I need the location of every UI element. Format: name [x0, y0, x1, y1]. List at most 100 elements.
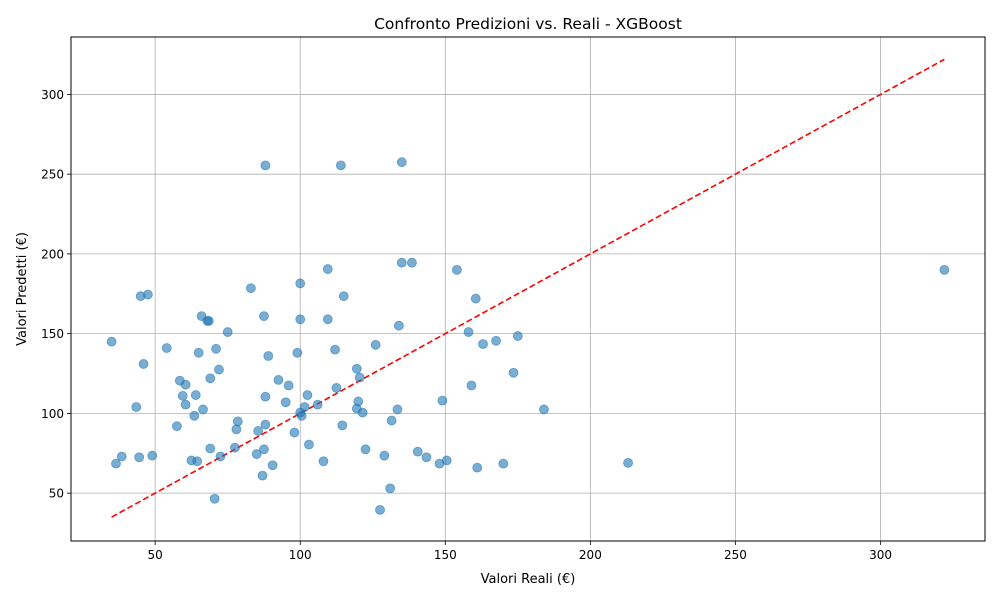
- data-point: [172, 421, 182, 432]
- data-point: [337, 420, 348, 431]
- data-point: [393, 320, 404, 331]
- data-point: [296, 410, 307, 421]
- data-point: [280, 397, 291, 408]
- data-point: [267, 460, 278, 471]
- data-point: [472, 462, 483, 473]
- data-point: [318, 456, 329, 467]
- data-point: [222, 327, 233, 337]
- data-point: [939, 264, 950, 275]
- data-point: [396, 157, 407, 168]
- x-tick-label: 100: [289, 548, 312, 562]
- data-point: [299, 402, 310, 412]
- plot-frame: [70, 36, 986, 542]
- data-point: [138, 359, 149, 369]
- data-point: [498, 458, 509, 469]
- data-point: [385, 483, 396, 494]
- data-point: [407, 257, 417, 268]
- x-axis-label: Valori Reali (€): [481, 572, 576, 587]
- data-point: [203, 315, 214, 326]
- data-point: [245, 283, 256, 294]
- data-point: [283, 380, 294, 391]
- data-point: [106, 336, 117, 347]
- data-point: [111, 458, 121, 469]
- data-point: [478, 339, 488, 349]
- x-tick-label: 200: [579, 548, 602, 562]
- data-point: [231, 424, 242, 435]
- data-point: [260, 160, 271, 171]
- data-point: [396, 257, 407, 268]
- data-point: [379, 450, 390, 461]
- data-point: [215, 451, 226, 462]
- y-tick-label: 150: [41, 327, 64, 341]
- data-point: [257, 470, 268, 481]
- data-point: [421, 452, 432, 463]
- data-point: [351, 363, 362, 374]
- data-point: [441, 455, 452, 466]
- y-tick-label: 300: [41, 88, 64, 102]
- chart-title: Confronto Predizioni vs. Reali - XGBoost: [374, 15, 682, 33]
- data-point: [491, 335, 501, 346]
- data-point: [253, 426, 264, 436]
- data-point: [370, 339, 381, 350]
- data-point: [623, 457, 634, 468]
- y-tick-label: 250: [41, 168, 64, 182]
- data-point: [198, 404, 208, 415]
- data-point: [392, 404, 403, 415]
- x-tick-label: 150: [434, 548, 457, 562]
- data-point: [338, 291, 349, 302]
- data-point: [353, 396, 364, 407]
- y-tick-label: 200: [41, 247, 64, 261]
- data-point: [192, 456, 203, 467]
- data-point: [180, 379, 191, 390]
- reference-line: [111, 58, 945, 518]
- data-point: [180, 399, 191, 410]
- y-axis-ticks: 50 100 150 200 250 300: [41, 88, 71, 501]
- data-point: [161, 343, 172, 353]
- data-point: [177, 390, 188, 401]
- data-point: [260, 419, 271, 430]
- x-tick-label: 250: [724, 548, 747, 562]
- data-point: [412, 446, 423, 457]
- data-point: [131, 402, 142, 412]
- data-point: [312, 399, 323, 410]
- data-point: [193, 347, 204, 358]
- data-point: [292, 347, 303, 358]
- data-point: [470, 293, 481, 304]
- data-point: [452, 264, 462, 275]
- data-point: [259, 311, 269, 322]
- data-point: [357, 407, 368, 418]
- data-point: [375, 504, 385, 515]
- data-point: [322, 314, 333, 325]
- data-point: [142, 289, 153, 300]
- data-points: [106, 157, 950, 515]
- data-point: [335, 160, 346, 171]
- data-point: [273, 375, 284, 385]
- data-point: [463, 327, 474, 337]
- reference-line-group: [111, 58, 945, 518]
- data-point: [295, 278, 306, 289]
- data-point: [214, 364, 224, 375]
- data-point: [116, 451, 127, 462]
- data-point: [189, 410, 200, 421]
- data-point: [330, 344, 340, 355]
- data-point: [539, 404, 549, 415]
- data-point: [331, 382, 342, 393]
- data-point: [232, 416, 243, 427]
- data-point: [259, 444, 269, 455]
- y-tick-label: 50: [49, 487, 64, 501]
- data-point: [289, 427, 300, 438]
- x-tick-label: 300: [869, 548, 892, 562]
- data-point: [437, 395, 448, 406]
- data-point: [466, 380, 477, 391]
- data-point: [251, 449, 262, 459]
- data-point: [386, 415, 397, 426]
- data-point: [190, 390, 201, 400]
- data-point: [508, 367, 519, 378]
- data-point: [354, 372, 365, 383]
- data-point: [304, 439, 314, 450]
- data-point: [134, 452, 145, 463]
- data-point: [295, 314, 306, 325]
- data-point: [209, 493, 220, 504]
